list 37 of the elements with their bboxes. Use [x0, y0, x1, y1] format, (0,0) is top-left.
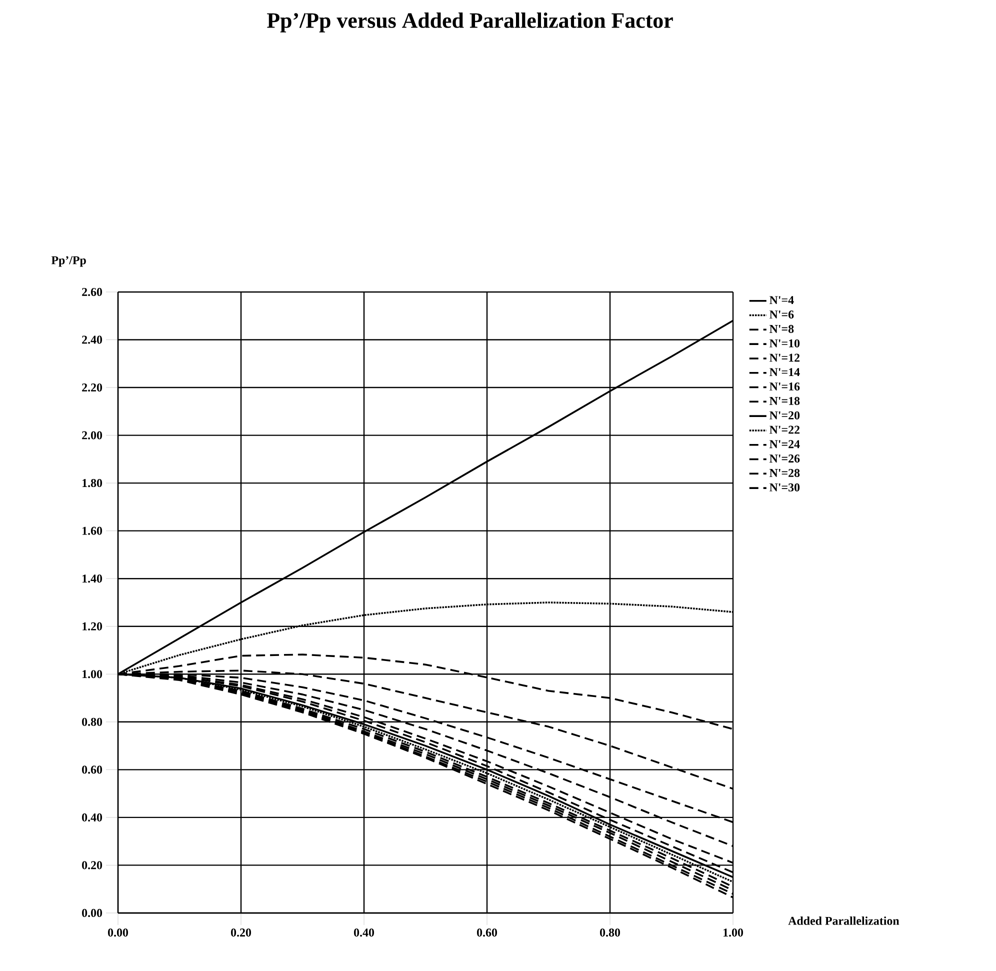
- legend-label: N'=28: [770, 468, 800, 477]
- x-tick-label: 0.40: [354, 928, 374, 937]
- y-tick-label: 0.40: [82, 813, 102, 822]
- legend-label: N'=6: [770, 310, 794, 319]
- y-tick-label: 2.40: [82, 336, 102, 344]
- y-tick-label: 0.20: [82, 861, 102, 870]
- y-tick-label: 2.00: [82, 431, 102, 440]
- x-tick-label: 1.00: [724, 928, 744, 937]
- x-tick-label: 0.60: [477, 928, 498, 937]
- legend-label: N'=24: [770, 440, 800, 448]
- legend-label: N'=26: [770, 454, 800, 463]
- x-axis-title: Added Parallelization: [788, 916, 900, 925]
- y-axis-title: Pp’/Pp: [51, 256, 86, 267]
- y-tick-label: 0.60: [82, 766, 102, 774]
- x-tick-label: 0.00: [108, 928, 128, 937]
- legend-label: N'=20: [770, 411, 800, 420]
- legend-label: N'=14: [770, 368, 800, 376]
- y-tick-label: 2.20: [82, 383, 102, 392]
- legend-label: N'=4: [770, 296, 794, 304]
- y-tick-label: 2.60: [82, 288, 102, 296]
- y-tick-label: 1.00: [82, 670, 102, 678]
- legend-label: N'=22: [770, 426, 800, 434]
- y-tick-label: 0.00: [82, 908, 102, 918]
- legend-label: N'=18: [770, 396, 800, 405]
- y-tick-label: 1.40: [82, 574, 102, 583]
- x-tick-label: 0.20: [231, 928, 252, 937]
- y-tick-label: 0.80: [82, 718, 102, 726]
- legend-label: N'=8: [770, 324, 794, 333]
- chart-title: Pp’/Pp versus Added Parallelization Factor: [267, 12, 673, 32]
- y-tick-label: 1.80: [82, 478, 102, 488]
- legend-label: N'=12: [770, 354, 800, 362]
- y-tick-label: 1.20: [82, 622, 102, 630]
- y-tick-label: 1.60: [82, 526, 102, 535]
- legend-label: N'=16: [770, 382, 800, 391]
- legend-label: N'=30: [770, 483, 800, 492]
- x-tick-label: 0.80: [600, 928, 620, 937]
- legend-label: N'=10: [770, 339, 800, 348]
